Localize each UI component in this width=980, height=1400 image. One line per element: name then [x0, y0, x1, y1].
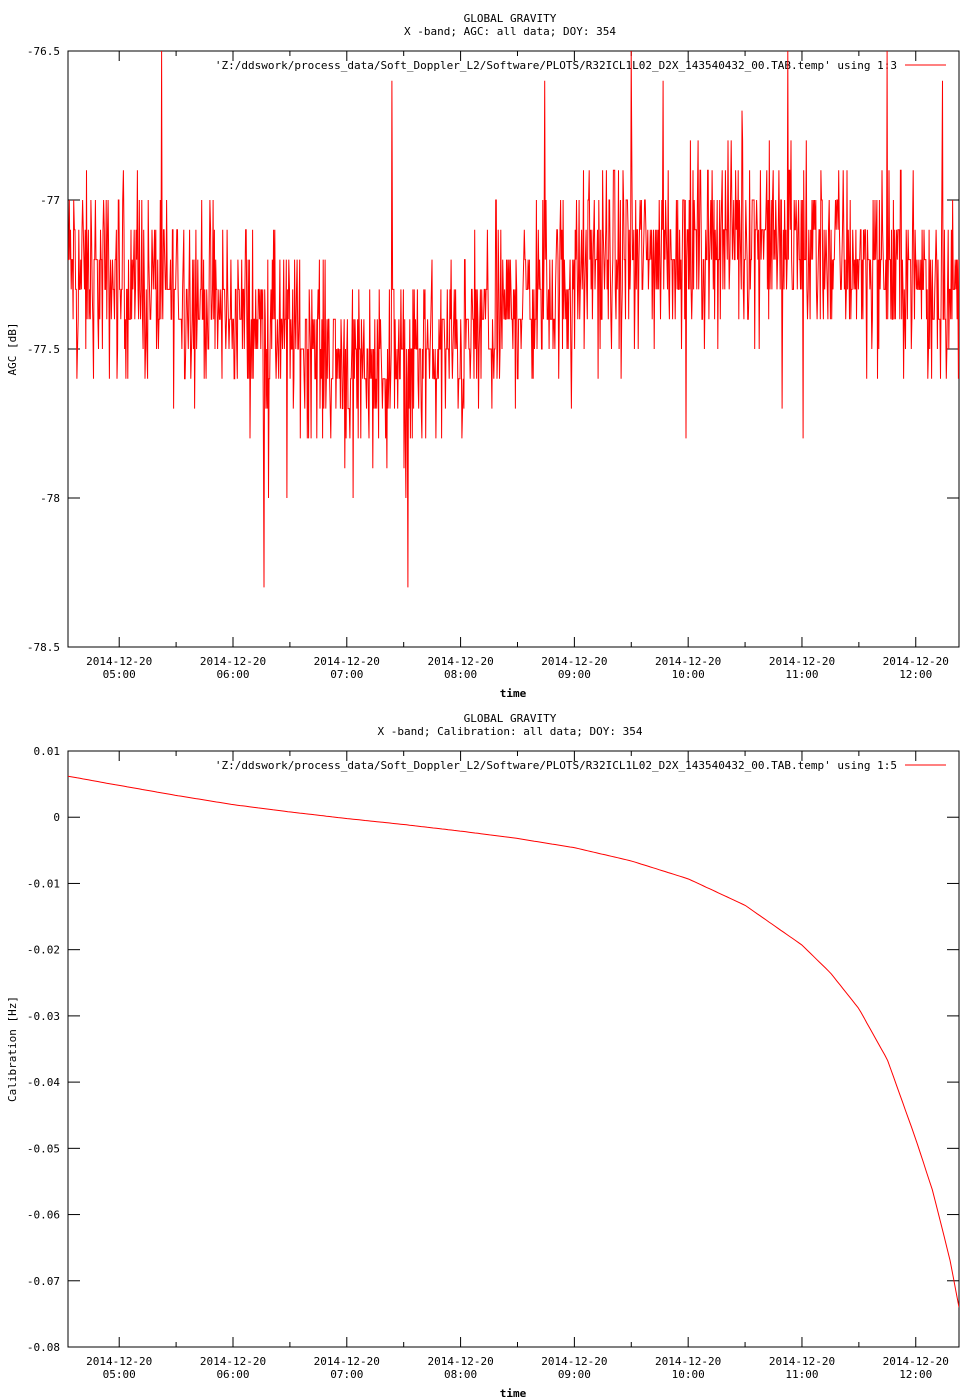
y-tick-label: -0.01	[27, 877, 60, 890]
x-tick-date: 2014-12-20	[427, 655, 493, 668]
x-tick-date: 2014-12-20	[314, 1355, 380, 1368]
legend-label: 'Z:/ddswork/process_data/Soft_Doppler_L2…	[215, 59, 897, 72]
x-tick-time: 05:00	[103, 1368, 136, 1381]
x-tick-date: 2014-12-20	[314, 655, 380, 668]
x-tick-date: 2014-12-20	[86, 1355, 152, 1368]
x-tick-time: 11:00	[785, 668, 818, 681]
legend-label: 'Z:/ddswork/process_data/Soft_Doppler_L2…	[215, 759, 897, 772]
x-tick-date: 2014-12-20	[883, 1355, 949, 1368]
agc-chart: GLOBAL GRAVITY X -band; AGC: all data; DO…	[6, 12, 960, 700]
x-tick-date: 2014-12-20	[655, 655, 721, 668]
x-tick-time: 12:00	[899, 1368, 932, 1381]
y-tick-label: -0.03	[27, 1010, 60, 1023]
x-tick-date: 2014-12-20	[769, 1355, 835, 1368]
chart-subtitle: X -band; Calibration: all data; DOY: 354	[378, 725, 643, 738]
y-tick-label: -78.5	[27, 641, 60, 654]
plot-frame	[67, 750, 960, 1348]
series-line	[68, 775, 959, 1308]
y-tick-label: -0.05	[27, 1142, 60, 1155]
series-line	[68, 51, 959, 588]
x-tick-time: 08:00	[444, 668, 477, 681]
calibration-chart: GLOBAL GRAVITY X -band; Calibration: all …	[0, 700, 980, 1400]
x-tick-date: 2014-12-20	[200, 1355, 266, 1368]
y-tick-label: -0.08	[27, 1341, 60, 1354]
x-tick-time: 11:00	[785, 1368, 818, 1381]
x-axis-label: time	[500, 1387, 527, 1400]
x-axis-label: time	[500, 687, 527, 700]
x-tick-date: 2014-12-20	[541, 655, 607, 668]
x-tick-date: 2014-12-20	[883, 655, 949, 668]
y-tick-label: -0.06	[27, 1209, 60, 1222]
y-tick-label: -0.07	[27, 1275, 60, 1288]
x-tick-date: 2014-12-20	[769, 655, 835, 668]
chart-subtitle: X -band; AGC: all data; DOY: 354	[404, 25, 616, 38]
y-tick-label: -0.02	[27, 944, 60, 957]
x-tick-time: 08:00	[444, 1368, 477, 1381]
x-tick-time: 06:00	[216, 668, 249, 681]
y-tick-label: -78	[40, 492, 60, 505]
y-tick-label: -0.04	[27, 1076, 60, 1089]
y-tick-label: -76.5	[27, 45, 60, 58]
x-tick-date: 2014-12-20	[427, 1355, 493, 1368]
x-tick-time: 12:00	[899, 668, 932, 681]
x-tick-time: 07:00	[330, 1368, 363, 1381]
x-tick-time: 07:00	[330, 668, 363, 681]
x-tick-date: 2014-12-20	[200, 655, 266, 668]
chart-title: GLOBAL GRAVITY	[464, 712, 557, 725]
x-tick-date: 2014-12-20	[86, 655, 152, 668]
x-tick-time: 09:00	[558, 1368, 591, 1381]
chart-title: GLOBAL GRAVITY	[464, 12, 557, 25]
x-tick-time: 05:00	[103, 668, 136, 681]
y-tick-label: 0	[53, 811, 60, 824]
x-tick-time: 10:00	[672, 668, 705, 681]
y-tick-label: 0.01	[34, 745, 61, 758]
x-tick-time: 09:00	[558, 668, 591, 681]
plot-frame	[67, 50, 960, 648]
y-axis-label: AGC [dB]	[6, 323, 19, 376]
x-tick-date: 2014-12-20	[541, 1355, 607, 1368]
y-tick-label: -77	[40, 194, 60, 207]
x-tick-time: 10:00	[672, 1368, 705, 1381]
y-axis-label: Calibration [Hz]	[6, 996, 19, 1102]
x-tick-date: 2014-12-20	[655, 1355, 721, 1368]
y-tick-label: -77.5	[27, 343, 60, 356]
x-tick-time: 06:00	[216, 1368, 249, 1381]
